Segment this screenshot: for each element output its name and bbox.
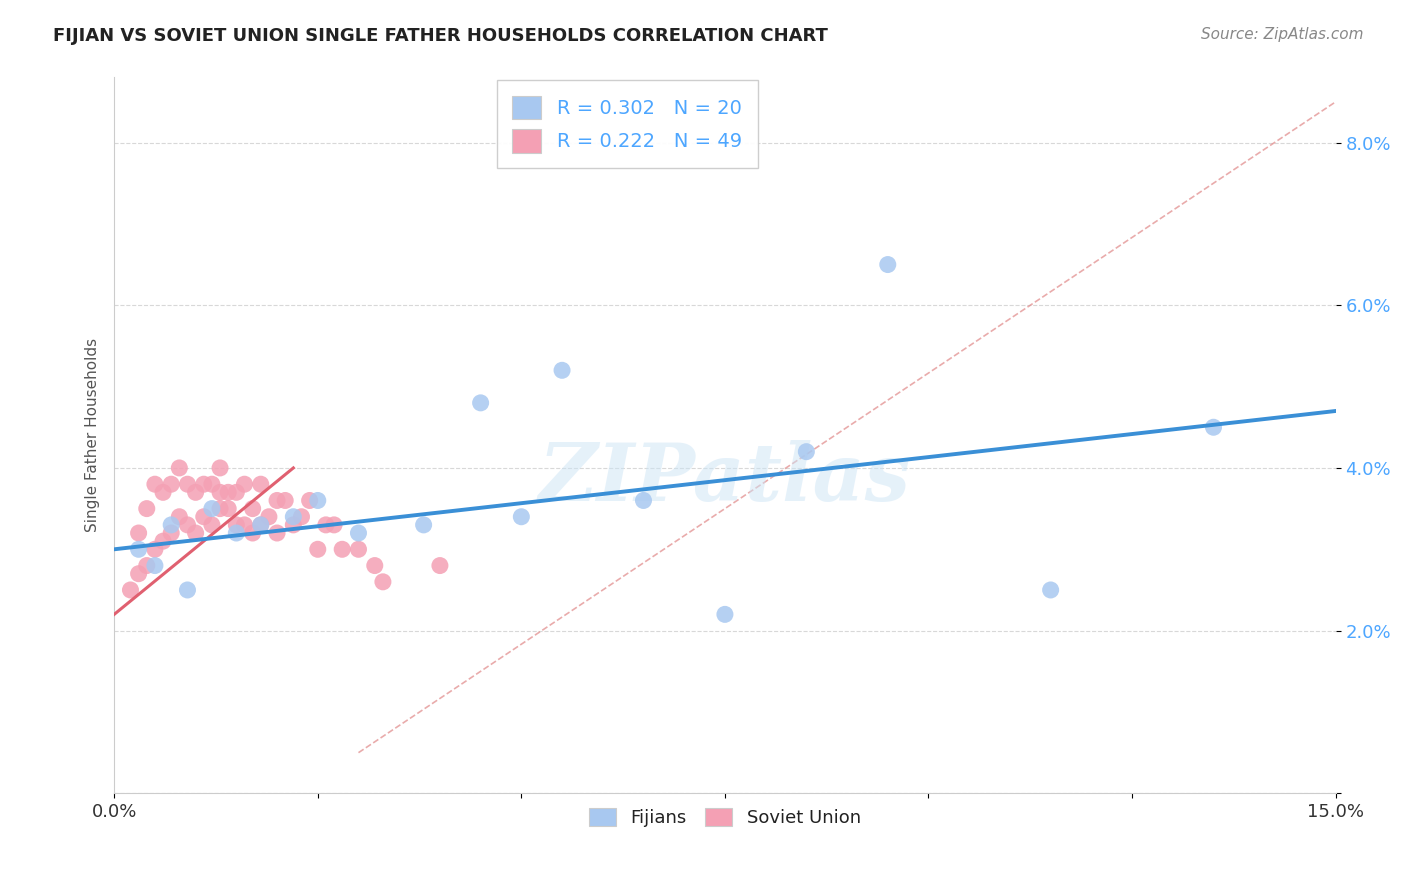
Point bbox=[233, 477, 256, 491]
Point bbox=[290, 509, 312, 524]
Point bbox=[323, 517, 346, 532]
Point bbox=[184, 485, 207, 500]
Point bbox=[128, 526, 150, 541]
Point bbox=[551, 363, 574, 377]
Point bbox=[225, 517, 247, 532]
Point bbox=[714, 607, 737, 622]
Point bbox=[193, 477, 215, 491]
Point bbox=[169, 461, 191, 475]
Point bbox=[347, 542, 370, 557]
Point bbox=[209, 501, 232, 516]
Point bbox=[242, 526, 264, 541]
Point bbox=[184, 526, 207, 541]
Point bbox=[307, 493, 329, 508]
Point bbox=[128, 566, 150, 581]
Point bbox=[152, 534, 174, 549]
Point bbox=[143, 542, 166, 557]
Point bbox=[298, 493, 321, 508]
Point bbox=[429, 558, 451, 573]
Point bbox=[143, 477, 166, 491]
Y-axis label: Single Father Households: Single Father Households bbox=[86, 338, 100, 533]
Point bbox=[128, 542, 150, 557]
Legend: Fijians, Soviet Union: Fijians, Soviet Union bbox=[582, 801, 868, 834]
Point bbox=[120, 582, 142, 597]
Point bbox=[266, 526, 288, 541]
Point bbox=[249, 517, 271, 532]
Point bbox=[257, 509, 280, 524]
Text: Source: ZipAtlas.com: Source: ZipAtlas.com bbox=[1201, 27, 1364, 42]
Point bbox=[225, 526, 247, 541]
Point bbox=[876, 258, 898, 272]
Point bbox=[201, 501, 224, 516]
Point bbox=[160, 477, 183, 491]
Point bbox=[135, 501, 157, 516]
Point bbox=[225, 485, 247, 500]
Point bbox=[249, 477, 271, 491]
Point bbox=[249, 517, 271, 532]
Point bbox=[242, 501, 264, 516]
Point bbox=[160, 526, 183, 541]
Point bbox=[412, 517, 434, 532]
Point bbox=[233, 517, 256, 532]
Point bbox=[796, 444, 818, 458]
Point bbox=[176, 517, 198, 532]
Point bbox=[347, 526, 370, 541]
Point bbox=[209, 485, 232, 500]
Point bbox=[274, 493, 297, 508]
Point bbox=[193, 509, 215, 524]
Point bbox=[143, 558, 166, 573]
Point bbox=[364, 558, 387, 573]
Point bbox=[307, 542, 329, 557]
Point bbox=[201, 517, 224, 532]
Text: FIJIAN VS SOVIET UNION SINGLE FATHER HOUSEHOLDS CORRELATION CHART: FIJIAN VS SOVIET UNION SINGLE FATHER HOU… bbox=[53, 27, 828, 45]
Point bbox=[209, 461, 232, 475]
Text: ZIPatlas: ZIPatlas bbox=[538, 440, 911, 517]
Point bbox=[135, 558, 157, 573]
Point bbox=[217, 485, 239, 500]
Point bbox=[266, 493, 288, 508]
Point bbox=[283, 509, 305, 524]
Point bbox=[217, 501, 239, 516]
Point bbox=[176, 477, 198, 491]
Point bbox=[1202, 420, 1225, 434]
Point bbox=[1039, 582, 1062, 597]
Point bbox=[633, 493, 655, 508]
Point bbox=[152, 485, 174, 500]
Point bbox=[330, 542, 353, 557]
Point bbox=[470, 396, 492, 410]
Point bbox=[371, 574, 394, 589]
Point bbox=[510, 509, 533, 524]
Point bbox=[283, 517, 305, 532]
Point bbox=[169, 509, 191, 524]
Point bbox=[315, 517, 337, 532]
Point bbox=[201, 477, 224, 491]
Point bbox=[176, 582, 198, 597]
Point bbox=[160, 517, 183, 532]
